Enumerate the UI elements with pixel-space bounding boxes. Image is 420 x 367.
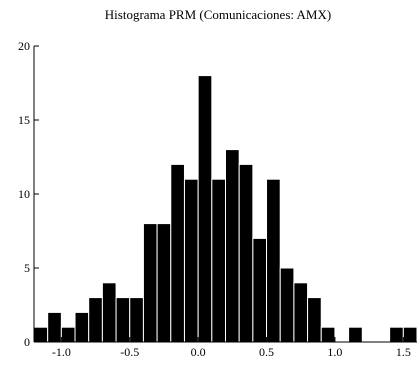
- histogram-bar: [183, 178, 199, 343]
- histogram-bar: [142, 223, 158, 343]
- histogram-bar: [389, 326, 404, 343]
- histogram-bar: [266, 178, 281, 343]
- histogram-bar: [101, 282, 117, 343]
- histogram-bar: [320, 326, 336, 343]
- y-tick-label: 0: [24, 335, 30, 349]
- chart-title: Histograma PRM (Comunicaciones: AMX): [105, 7, 331, 22]
- histogram-bar: [348, 326, 363, 343]
- histogram-bar: [238, 163, 254, 343]
- histogram-bar: [170, 163, 185, 343]
- histogram-bar: [211, 178, 226, 343]
- x-tick-label: 1.0: [327, 345, 342, 359]
- bars-group: [33, 75, 418, 343]
- x-tick-label: 0.0: [191, 345, 206, 359]
- y-tick-label: 20: [18, 39, 30, 53]
- y-tick-label: 5: [24, 261, 30, 275]
- histogram-bar: [156, 223, 172, 343]
- histogram-bar: [88, 297, 103, 343]
- x-tick-label: -0.5: [120, 345, 139, 359]
- histogram-bar: [74, 311, 90, 343]
- x-tick-label: 1.5: [396, 345, 411, 359]
- x-tick-label: 0.5: [259, 345, 274, 359]
- y-tick-label: 15: [18, 113, 30, 127]
- histogram-bar: [402, 326, 418, 343]
- histogram-bar: [60, 326, 76, 343]
- histogram-bar: [129, 297, 144, 343]
- histogram-bar: [279, 267, 295, 343]
- histogram-bar: [47, 311, 62, 343]
- histogram-bar: [252, 237, 268, 343]
- histogram-bar: [307, 297, 322, 343]
- x-tick-label: -1.0: [52, 345, 71, 359]
- histogram-bar: [293, 282, 309, 343]
- histogram-bar: [225, 149, 240, 343]
- histogram-bar: [197, 75, 213, 343]
- histogram-bar: [115, 297, 131, 343]
- histogram-bar: [33, 326, 49, 343]
- axes-group: 0 5 10 15 20 -1.0 -0.5 0.0 0.5 1.0 1.5: [18, 39, 417, 359]
- y-tick-label: 10: [18, 187, 30, 201]
